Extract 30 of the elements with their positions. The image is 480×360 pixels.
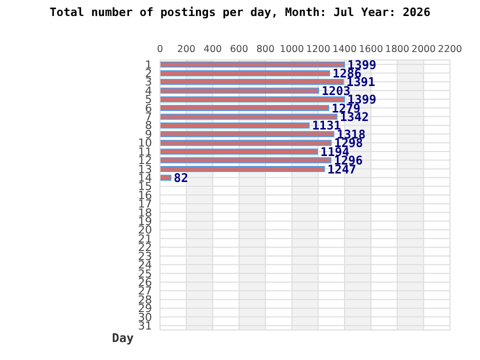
bar: [160, 157, 332, 164]
bar: [160, 78, 344, 85]
x-tick-label: 400: [204, 44, 222, 55]
bar: [160, 70, 330, 76]
bar: [160, 166, 325, 172]
y-axis-title: Day: [112, 331, 134, 345]
data-label: 82: [174, 170, 188, 185]
bar: [160, 114, 338, 120]
y-tick-label: 31: [138, 320, 152, 333]
bar: [160, 62, 345, 68]
x-tick-label: 2200: [438, 44, 462, 55]
x-tick-label: 0: [156, 44, 164, 55]
bar: [160, 122, 310, 128]
x-tick-label: 1600: [358, 44, 384, 55]
bar: [160, 131, 334, 138]
x-tick-label: 1000: [280, 44, 304, 55]
x-tick-label: 800: [256, 44, 275, 55]
x-tick-label: 200: [177, 44, 196, 55]
bar: [160, 140, 332, 146]
bar: [160, 105, 330, 112]
bar: [160, 96, 345, 102]
chart-title: Total number of postings per day, Month: Jul Year: 2026: [48, 5, 432, 19]
x-tick-label: 600: [230, 44, 248, 55]
x-tick-label: 1200: [306, 44, 330, 55]
x-tick-label: 1800: [385, 44, 410, 55]
x-tick-label: 1400: [332, 44, 357, 55]
x-tick-label: 2000: [412, 44, 436, 55]
bar: [160, 148, 318, 155]
bar: [160, 174, 172, 181]
bar: [160, 88, 320, 94]
